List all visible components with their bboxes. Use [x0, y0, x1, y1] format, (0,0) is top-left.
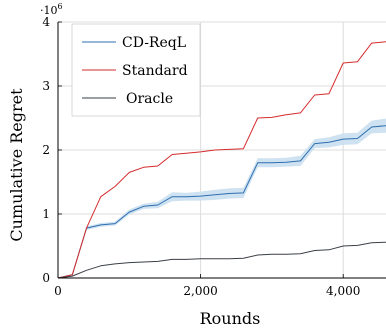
y-tick-label-1: 1 [42, 207, 50, 221]
y-axis-label: Cumulative Regret [7, 88, 26, 242]
series-layer [57, 41, 386, 279]
axis-layer: 0 2,000 4,000 0 1 2 3 4 [42, 15, 386, 298]
y-multiplier-exponent: 6 [58, 2, 63, 11]
x-tick-label-1: 2,000 [183, 284, 217, 298]
legend-label-cd-reql: CD-ReqL [122, 35, 186, 51]
x-axis-label: Rounds [200, 309, 261, 328]
confidence-band-cd-reql [58, 118, 386, 278]
legend-label-standard: Standard [122, 63, 188, 79]
confidence-band-layer [58, 118, 386, 278]
series-line-oracle [57, 241, 386, 279]
y-multiplier-base: ·10 [40, 4, 58, 17]
series-line-standard [57, 41, 386, 279]
legend-label-oracle: Oracle [126, 91, 173, 107]
y-tick-label-0: 0 [42, 271, 50, 285]
y-tick-label-3: 3 [42, 79, 50, 93]
x-tick-label-2: 4,000 [326, 284, 360, 298]
y-tick-label-4: 4 [42, 15, 50, 29]
series-line-cd-reql [57, 125, 386, 279]
x-tick-label-0: 0 [54, 284, 62, 298]
legend: CD-ReqL Standard Oracle [71, 23, 201, 117]
y-multiplier-label: ·106 [40, 2, 63, 17]
y-tick-label-2: 2 [42, 143, 50, 157]
